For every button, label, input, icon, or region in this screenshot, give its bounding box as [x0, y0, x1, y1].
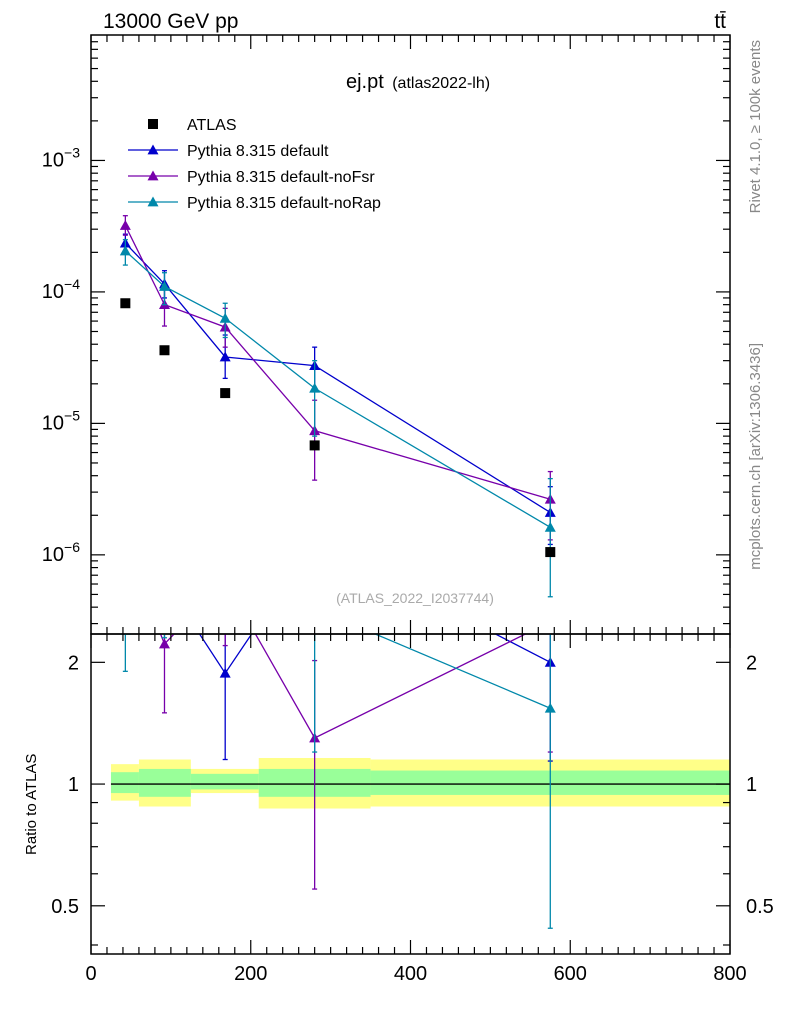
ratio-band-stat — [138, 768, 191, 797]
noRap-point — [158, 280, 170, 291]
ratio-noFsr-point — [120, 540, 131, 550]
tick-exponent: −5 — [64, 407, 80, 423]
ratio-band-stat — [190, 773, 259, 790]
ratio-noFsr-point — [220, 575, 231, 585]
ratio-ylabel: Ratio to ATLAS — [23, 754, 40, 855]
process-label: tt̄ — [714, 10, 726, 33]
tick-exponent: −4 — [64, 276, 80, 292]
main-y-tick-label: 10−3 — [42, 144, 80, 171]
tick-exponent: −3 — [64, 144, 80, 160]
x-tick-label: 600 — [554, 963, 587, 985]
x-tick-label: 0 — [85, 963, 96, 985]
atlas-data-point — [120, 298, 131, 309]
ratio-panel-ticks: 0.5 0.5 1 1 2 2 0 200 400 600 800 — [51, 634, 774, 985]
ratio-y-tick-label-right: 2 — [746, 652, 757, 674]
atlas-data-point — [545, 547, 556, 558]
plot-title-main: ej.pt — [346, 71, 384, 93]
ratio-noFsr-point — [545, 616, 556, 626]
noRap-point — [544, 521, 556, 532]
plot-title-sub: (atlas2022-lh) — [392, 75, 490, 92]
legend: ATLAS Pythia 8.315 default Pythia 8.315 de… — [128, 117, 381, 212]
noRap-point — [309, 382, 321, 393]
ratio-noRap-point — [220, 549, 231, 559]
legend-data-label: ATLAS — [187, 117, 237, 134]
noRap-point — [119, 245, 131, 256]
ratio-noRap-point — [544, 702, 556, 713]
mcplots-label: mcplots.cern.ch [arXiv:1306.3436] — [747, 343, 764, 570]
noFsr-point — [119, 220, 131, 230]
tick-base: 10 — [42, 412, 64, 434]
noFsr-line — [124, 225, 551, 500]
ratio-noRap-point — [309, 603, 320, 613]
tick-base: 10 — [42, 281, 64, 303]
plot-title: ej.pt (atlas2022-lh) — [346, 71, 490, 93]
legend-noRap-marker — [147, 196, 159, 207]
atlas-data-point — [220, 388, 231, 399]
x-tick-label: 200 — [234, 963, 267, 985]
main-panel-ticks: 10−610−510−410−3 — [42, 35, 731, 634]
default-line — [124, 242, 551, 514]
ratio-y-tick-label-left: 1 — [68, 774, 79, 796]
ratio-panel-data — [110, 535, 730, 929]
ratio-noFsr-point — [158, 638, 170, 649]
legend-noFsr-label: Pythia 8.315 default-noFsr — [187, 169, 375, 186]
ratio-y-tick-label-right: 0.5 — [746, 896, 774, 918]
ratio-band-stat — [110, 772, 139, 794]
ratio-y-tick-label-right: 1 — [746, 774, 757, 796]
rivet-version-label: Rivet 4.1.0, ≥ 100k events — [747, 40, 764, 213]
ratio-noRap-point — [159, 583, 170, 593]
ratio-noRap-point — [119, 634, 131, 635]
x-tick-label: 800 — [713, 963, 746, 985]
default-point — [219, 351, 231, 362]
main-y-tick-label: 10−4 — [42, 276, 80, 303]
energy-label: 13000 GeV pp — [103, 10, 238, 33]
legend-noRap-label: Pythia 8.315 default-noRap — [187, 195, 381, 212]
ratio-noFsr-line — [159, 634, 527, 739]
analysis-watermark: (ATLAS_2022_I2037744) — [336, 590, 494, 606]
ratio-default-point — [120, 593, 131, 603]
x-tick-label: 400 — [394, 963, 427, 985]
ratio-default-point — [219, 667, 231, 678]
ratio-default-point — [159, 575, 170, 585]
legend-atlas-marker — [148, 119, 158, 129]
legend-noFsr-marker — [147, 170, 159, 181]
legend-default-marker — [147, 144, 159, 155]
ratio-y-tick-label-left: 2 — [68, 652, 79, 674]
atlas-data-point — [309, 440, 320, 451]
tick-base: 10 — [42, 149, 64, 171]
noRap-point — [219, 312, 231, 323]
tick-base: 10 — [42, 544, 64, 566]
ratio-y-tick-label-left: 0.5 — [51, 896, 79, 918]
main-panel-data — [119, 215, 556, 598]
main-y-tick-label: 10−6 — [42, 539, 80, 566]
tick-exponent: −6 — [64, 539, 80, 555]
legend-default-label: Pythia 8.315 default — [187, 143, 329, 160]
atlas-data-point — [159, 345, 170, 356]
ratio-noRap-line — [373, 634, 551, 709]
noRap-line — [124, 250, 551, 528]
main-y-tick-label: 10−5 — [42, 407, 80, 434]
ratio-default-point — [309, 535, 320, 545]
